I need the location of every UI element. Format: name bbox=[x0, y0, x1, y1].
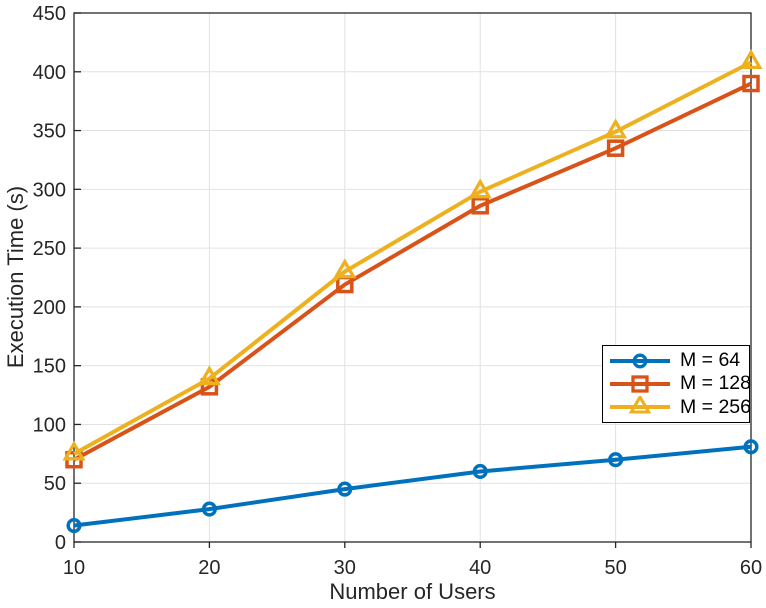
series-line bbox=[73, 60, 752, 456]
y-tick-label: 0 bbox=[55, 532, 66, 554]
square-marker-icon bbox=[606, 139, 625, 157]
x-axis-label: Number of Users bbox=[329, 579, 496, 604]
axis-tick-labels: 10 20 30 40 50 60 0 50 100 150 200 250 300 350 400 450 bbox=[33, 3, 763, 579]
legend-sample-line bbox=[610, 375, 670, 393]
legend: M = 64 M = 128 M = 256 bbox=[602, 345, 752, 423]
square-marker-icon bbox=[742, 74, 760, 93]
legend-entry: M = 128 bbox=[603, 372, 752, 395]
y-axis-label: Execution Time (s) bbox=[3, 185, 28, 369]
axes-box bbox=[73, 12, 752, 543]
legend-sample-line bbox=[610, 353, 670, 369]
x-tick-label: 20 bbox=[198, 557, 220, 579]
grid bbox=[73, 12, 752, 543]
y-tick-label: 450 bbox=[33, 3, 66, 25]
legend-entry: M = 256 bbox=[603, 395, 752, 419]
square-marker-icon bbox=[471, 197, 489, 215]
circle-marker-icon bbox=[608, 452, 624, 468]
square-marker-icon bbox=[631, 375, 649, 393]
y-tick-label: 100 bbox=[33, 414, 66, 436]
triangle-marker-icon bbox=[62, 440, 86, 461]
circle-marker-icon bbox=[66, 517, 82, 534]
x-tick-label: 60 bbox=[740, 557, 762, 579]
circle-marker-icon bbox=[472, 463, 488, 480]
y-tick-label: 200 bbox=[33, 297, 66, 319]
y-tick-label: 300 bbox=[33, 179, 66, 201]
triangle-marker-icon bbox=[333, 258, 357, 279]
y-tick-label: 400 bbox=[33, 62, 66, 84]
legend-entry: M = 64 bbox=[603, 349, 749, 372]
series-line bbox=[73, 81, 752, 462]
circle-marker-icon bbox=[743, 439, 759, 455]
series-line bbox=[73, 444, 752, 528]
y-tick-label: 50 bbox=[44, 473, 66, 495]
circle-marker-icon bbox=[632, 353, 648, 369]
circle-marker-icon bbox=[201, 501, 217, 517]
y-tick-label: 250 bbox=[33, 238, 66, 260]
y-tick-label: 350 bbox=[33, 121, 66, 143]
x-tick-label: 40 bbox=[469, 557, 491, 579]
triangle-marker-icon bbox=[197, 365, 221, 386]
legend-label: M = 256 bbox=[680, 395, 752, 418]
x-tick-label: 10 bbox=[63, 557, 85, 579]
legend-label: M = 64 bbox=[680, 348, 741, 371]
x-tick-label: 50 bbox=[604, 557, 626, 579]
series-m256 bbox=[62, 49, 763, 461]
legend-label: M = 128 bbox=[680, 372, 752, 395]
x-tick-label: 30 bbox=[334, 557, 356, 579]
triangle-marker-icon bbox=[628, 396, 652, 414]
triangle-marker-icon bbox=[739, 49, 763, 70]
triangle-marker-icon bbox=[604, 118, 628, 139]
series-m64 bbox=[66, 439, 759, 534]
circle-marker-icon bbox=[337, 481, 353, 497]
axis-ticks bbox=[73, 12, 752, 548]
y-tick-label: 150 bbox=[33, 356, 66, 378]
triangle-marker-icon bbox=[468, 178, 492, 199]
legend-sample-line bbox=[610, 396, 670, 414]
